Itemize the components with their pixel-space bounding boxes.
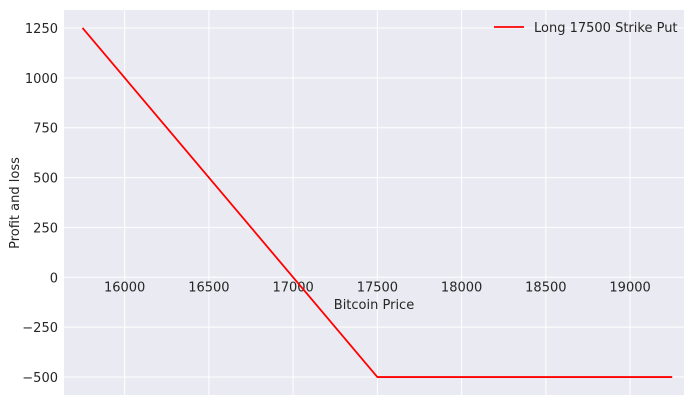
y-axis-label: Profit and loss [8, 157, 23, 249]
series-line [81, 27, 673, 378]
y-tick-label: −250 [22, 321, 58, 336]
x-tick-label: 17000 [272, 280, 313, 295]
x-tick-label: 17500 [357, 280, 398, 295]
series-lines [81, 27, 673, 378]
y-tick-label: 750 [33, 122, 58, 137]
x-tick-labels: 16000 16500 17000 17500 18000 18500 19000 [104, 280, 651, 295]
x-tick-label: 18000 [441, 280, 482, 295]
legend-label: Long 17500 Strike Put [534, 21, 678, 36]
y-tick-label: 0 [50, 271, 58, 286]
x-tick-label: 16000 [104, 280, 145, 295]
x-tick-label: 19000 [609, 280, 650, 295]
y-tick-label: 500 [33, 172, 58, 187]
x-tick-label: 16500 [188, 280, 229, 295]
grid [64, 10, 684, 395]
plot-area [64, 10, 684, 395]
y-tick-label: 1000 [25, 72, 58, 87]
x-axis-label: Bitcoin Price [334, 298, 414, 313]
legend: Long 17500 Strike Put [494, 21, 678, 36]
y-tick-label: 250 [33, 221, 58, 236]
y-tick-label: −500 [22, 371, 58, 386]
y-tick-labels: −500 −250 0 250 500 750 1000 1250 [22, 22, 58, 386]
y-tick-label: 1250 [25, 22, 58, 37]
x-tick-label: 18500 [525, 280, 566, 295]
